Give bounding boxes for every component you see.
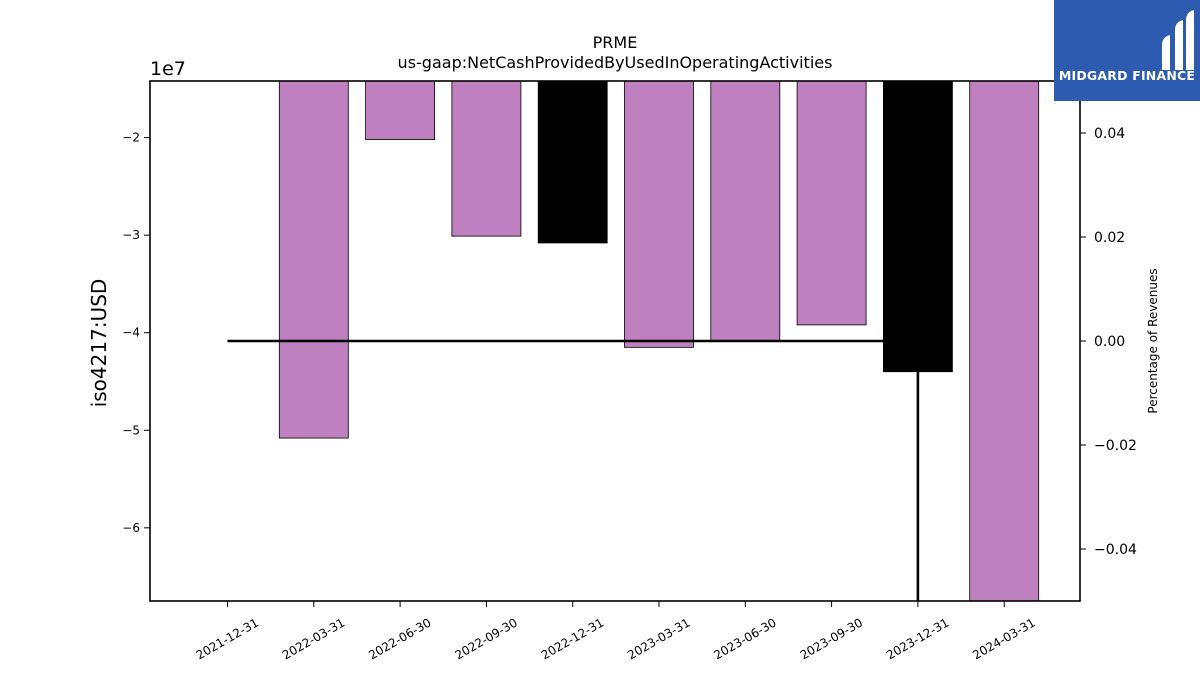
y2-tick-label: 0.00 [1094, 334, 1125, 350]
chart-subtitle: us-gaap:NetCashProvidedByUsedInOperating… [398, 53, 833, 72]
bar [451, 80, 522, 237]
bar [278, 80, 349, 439]
y2-ticks: 0.04 0.02 0.00 −0.02 −0.04 [1080, 126, 1137, 558]
y-tick-label: −3 [122, 228, 140, 242]
bar [710, 80, 781, 341]
y-offset-label: 1e7 [150, 58, 186, 80]
line-layer [227, 339, 920, 601]
bar [365, 80, 436, 140]
x-tick-label: 2022-06-30 [366, 615, 433, 662]
y2-tick-label: 0.04 [1094, 126, 1125, 142]
y-axis-label: iso4217:USD [87, 279, 111, 408]
x-tick-label: 2022-03-31 [280, 615, 347, 662]
x-tick-label: 2023-12-31 [884, 615, 951, 662]
logo-text: MIDGARD FINANCE [1058, 68, 1196, 83]
plot-frame [149, 80, 1081, 602]
y2-tick-label: −0.04 [1094, 542, 1137, 558]
x-tick-label: 2023-03-31 [625, 615, 692, 662]
bar [537, 80, 608, 244]
y-ticks: −2 −3 −4 −5 −6 [122, 131, 150, 535]
logo-mark-icon [1162, 10, 1194, 70]
y-tick-label: −6 [122, 521, 140, 535]
x-tick-label: 2023-06-30 [711, 615, 778, 662]
x-tick-label: 2021-12-31 [194, 615, 261, 662]
x-tick-label: 2024-03-31 [970, 615, 1037, 662]
x-ticks: 2021-12-31 2022-03-31 2022-06-30 2022-09-30… [194, 601, 1038, 662]
revenue-pct-line [227, 339, 920, 601]
chart-title: PRME [593, 33, 638, 52]
y2-tick-label: 0.02 [1094, 230, 1125, 246]
y-tick-label: −2 [122, 131, 140, 145]
y2-tick-label: −0.02 [1094, 438, 1137, 454]
midgard-finance-logo: MIDGARD FINANCE [1054, 0, 1200, 101]
x-tick-label: 2022-12-31 [539, 615, 606, 662]
bar [796, 80, 867, 326]
bar [969, 80, 1040, 602]
bar [624, 80, 694, 348]
bars [278, 80, 1040, 602]
y-tick-label: −5 [122, 423, 140, 437]
y-tick-label: −4 [122, 326, 140, 340]
y2-axis-label: Percentage of Revenues [1146, 268, 1160, 413]
x-tick-label: 2023-09-30 [798, 615, 865, 662]
x-tick-label: 2022-09-30 [452, 615, 519, 662]
bar [883, 80, 953, 373]
